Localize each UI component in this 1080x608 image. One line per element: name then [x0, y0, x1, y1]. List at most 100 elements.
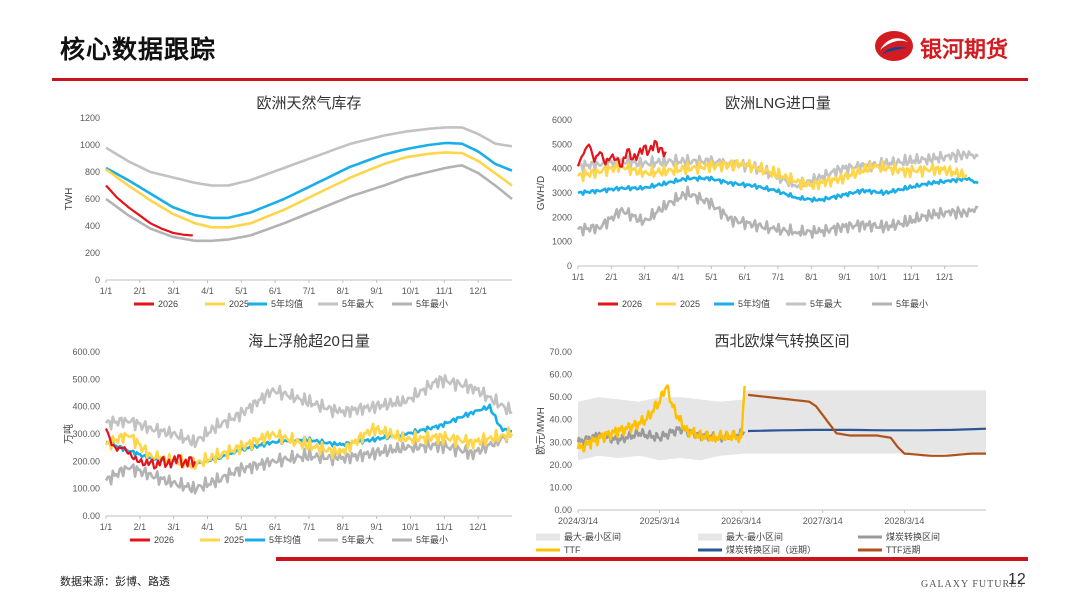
- series-line-2025: [105, 151, 513, 229]
- y-tick-label: 10.00: [549, 482, 572, 492]
- x-tick-label: 2028/3/14: [884, 516, 924, 526]
- x-tick-label: 4/1: [672, 272, 685, 282]
- x-tick-label: 2/1: [134, 286, 147, 296]
- data-source: 数据来源：彭博、路透: [60, 576, 170, 588]
- x-tick-label: 1/1: [100, 286, 113, 296]
- y-tick-label: 500.00: [72, 374, 100, 384]
- y-tick-label: 20.00: [549, 460, 572, 470]
- y-tick-label: 800: [85, 167, 100, 177]
- legend-label: 5年均值: [269, 534, 301, 545]
- y-tick-label: 0.00: [82, 511, 100, 521]
- page-title: 核心数据跟踪: [60, 36, 217, 64]
- y-tick-label: 200.00: [72, 456, 100, 466]
- x-tick-label: 11/1: [436, 286, 453, 296]
- x-tick-label: 10/1: [402, 286, 420, 296]
- legend-label: 煤炭转换区间（远期）: [726, 544, 816, 555]
- chart-title: 西北欧煤气转换区间: [714, 333, 849, 350]
- x-tick-label: 7/1: [303, 286, 316, 296]
- series-line-5年最小: [576, 185, 979, 239]
- x-tick-label: 8/1: [337, 522, 350, 532]
- y-axis-label: 欧元/MWH: [535, 407, 547, 455]
- series-line-5年均值: [105, 141, 513, 220]
- x-tick-label: 2027/3/14: [803, 516, 843, 526]
- series-line-2026: [104, 428, 197, 470]
- legend-label: 5年均值: [738, 298, 770, 309]
- y-tick-label: 70.00: [549, 347, 572, 357]
- y-tick-label: 40.00: [549, 415, 572, 425]
- legend-label: 5年最大: [342, 534, 374, 545]
- x-tick-label: 4/1: [201, 522, 214, 532]
- x-tick-label: 11/1: [436, 522, 453, 532]
- y-tick-label: 1200: [80, 113, 100, 123]
- legend-label: 5年最小: [416, 534, 448, 545]
- legend-label: 5年最小: [416, 298, 448, 309]
- legend-label: 最大-最小区间: [726, 531, 783, 542]
- legend-label: 煤炭转换区间: [886, 531, 940, 542]
- x-tick-label: 2/1: [605, 272, 618, 282]
- x-tick-label: 2026/3/14: [721, 516, 761, 526]
- y-tick-label: 0.00: [554, 505, 572, 515]
- chart-panel-switching: 西北欧煤气转换区间 欧元/MWH 0.00 10.00 20.00 30.00 40.00 5…: [528, 330, 1028, 570]
- x-tick-label: 10/1: [869, 272, 887, 282]
- y-tick-label: 3000: [552, 188, 572, 198]
- x-tick-label: 5/1: [235, 522, 248, 532]
- x-tick-label: 9/1: [370, 286, 383, 296]
- y-tick-label: 4000: [552, 164, 572, 174]
- y-tick-label: 60.00: [549, 370, 572, 380]
- legend-label: 最大-最小区间: [564, 531, 621, 542]
- page-number: 12: [1008, 571, 1026, 588]
- legend-label: 2025: [229, 299, 249, 309]
- x-tick-label: 9/1: [838, 272, 851, 282]
- y-tick-label: 6000: [552, 115, 572, 125]
- y-axis-label: GWH/D: [536, 176, 547, 210]
- x-tick-label: 12/1: [936, 272, 954, 282]
- x-tick-label: 5/1: [705, 272, 718, 282]
- chart-panel-lng: 欧洲LNG进口量 GWH/D 0 1000 2000 3000 4000 5000 6000 1/…: [528, 92, 1028, 332]
- series-line-2025: [576, 158, 968, 191]
- legend-label: 5年最大: [342, 298, 374, 309]
- x-tick-label: 3/1: [167, 286, 180, 296]
- legend-label: TTF远期: [886, 545, 921, 555]
- galaxy-logo-icon: [875, 31, 913, 61]
- x-tick-label: 1/1: [100, 522, 113, 532]
- series-line-5年最大: [105, 126, 513, 187]
- y-tick-label: 0: [95, 275, 100, 285]
- logo-text: 银河期货: [920, 37, 1009, 62]
- legend-label: 2025: [224, 535, 244, 545]
- x-tick-label: 12/1: [469, 522, 487, 532]
- y-tick-label: 1000: [552, 237, 572, 247]
- x-tick-label: 1/1: [572, 272, 585, 282]
- y-tick-label: 300.00: [72, 429, 100, 439]
- x-tick-label: 4/1: [201, 286, 214, 296]
- x-tick-label: 10/1: [402, 522, 420, 532]
- y-axis-label: TWH: [64, 188, 75, 211]
- y-tick-label: 2000: [552, 212, 572, 222]
- chart-title: 欧洲LNG进口量: [725, 95, 831, 112]
- chart-title: 海上浮舱超20日量: [248, 333, 370, 350]
- title-rule: [52, 78, 1028, 81]
- y-tick-label: 600.00: [72, 347, 100, 357]
- x-tick-label: 12/1: [469, 286, 487, 296]
- legend-label: 5年最小: [896, 298, 928, 309]
- x-tick-label: 6/1: [269, 286, 282, 296]
- brand-english: GALAXY FUTURES: [921, 579, 1024, 590]
- legend-label: 2025: [680, 299, 700, 309]
- x-tick-label: 6/1: [738, 272, 751, 282]
- x-tick-label: 8/1: [805, 272, 818, 282]
- y-tick-label: 30.00: [549, 437, 572, 447]
- band-historical: [578, 397, 745, 461]
- chart-panel-floating: 海上浮舱超20日量 万吨 0.00 100.00 200.00 300.00 400.00 5…: [50, 330, 550, 570]
- logo: 银河期货: [874, 28, 1034, 64]
- series-line-5年均值: [577, 174, 979, 203]
- series-line-5年最大: [104, 374, 513, 449]
- band-forward: [744, 390, 986, 454]
- series-line-煤炭转换区间（远期）: [747, 427, 987, 433]
- x-tick-label: 3/1: [638, 272, 651, 282]
- series-line-TTF远期: [747, 393, 986, 457]
- x-tick-label: 5/1: [235, 286, 248, 296]
- y-axis-label: 万吨: [62, 424, 75, 444]
- y-tick-label: 1000: [80, 140, 100, 150]
- legend-label: 2026: [622, 299, 642, 309]
